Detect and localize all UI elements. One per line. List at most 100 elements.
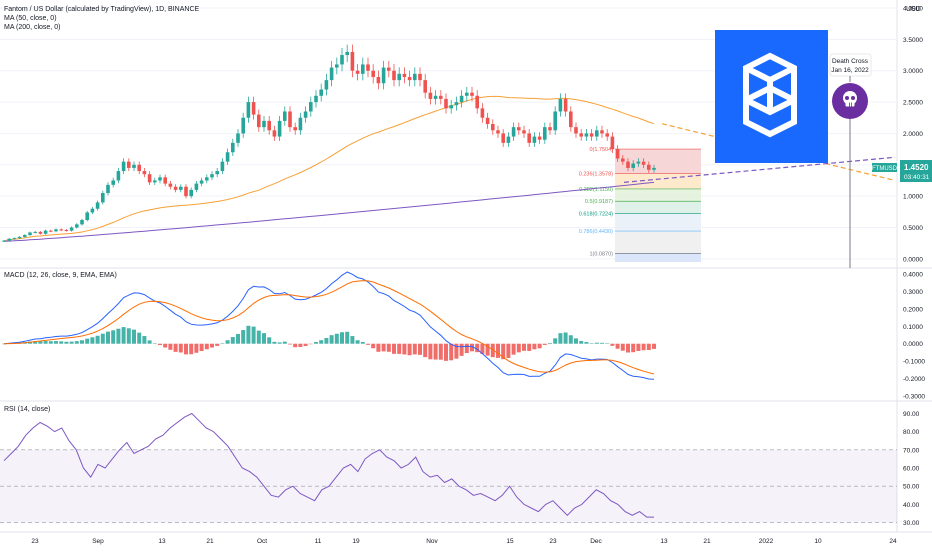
time-axis-tick: 23 (549, 538, 557, 545)
macd-histogram-bar (126, 328, 131, 344)
candle-body (579, 133, 583, 137)
candle-body (137, 164, 141, 172)
macd-histogram-bar (542, 343, 547, 345)
fib-band (615, 253, 701, 262)
time-axis-tick: Nov (426, 538, 438, 545)
macd-histogram-bar (308, 343, 313, 345)
candle-body (90, 208, 95, 213)
candle-body (33, 231, 37, 233)
macd-histogram-bar (210, 343, 214, 348)
macd-histogram-bar (381, 343, 386, 352)
fib-level-label: 1(0.0870) (589, 251, 613, 257)
candle-body (615, 149, 620, 159)
macd-histogram-bar (444, 343, 448, 361)
candle-body (28, 232, 32, 236)
candle-body (314, 95, 318, 103)
candle-body (428, 92, 433, 99)
candle-body (631, 163, 635, 168)
macd-histogram-bar (568, 335, 573, 344)
macd-histogram-bar (2, 343, 6, 345)
candle-body (548, 127, 552, 131)
price-axis-tick: 1.0000 (903, 194, 923, 201)
candle-body (621, 158, 625, 162)
candle-body (600, 130, 604, 134)
macd-histogram-bar (371, 343, 376, 349)
macd-histogram-bar (532, 343, 537, 350)
fib-band (615, 173, 701, 189)
ma50-legend: MA (50, close, 0) (4, 15, 57, 22)
macd-histogram-bar (293, 343, 298, 348)
macd-axis-tick: 0.0000 (903, 341, 923, 348)
candle-body (413, 73, 417, 81)
macd-histogram-bar (199, 343, 204, 352)
candle-body (153, 180, 157, 183)
candle-body (465, 92, 469, 96)
macd-histogram-bar (241, 330, 246, 344)
candle-body (277, 120, 282, 137)
macd-histogram-bar (428, 343, 433, 360)
moving-averages (3, 95, 655, 242)
candle-body (80, 219, 84, 225)
fib-band (615, 213, 701, 232)
macd-histogram-bar (288, 343, 292, 345)
candle-body (179, 186, 183, 190)
candle-body (49, 230, 53, 232)
ma200-line (3, 181, 655, 242)
candle-body (423, 80, 427, 93)
candle-body (511, 127, 516, 137)
candle-body (480, 108, 485, 118)
price-axis: 4.00003.50003.00002.50002.00001.50001.00… (903, 6, 923, 264)
macd-axis-tick: 0.2000 (903, 306, 923, 313)
macd-histogram-bar (142, 336, 147, 344)
macd-histogram-bar (480, 343, 485, 354)
candle-body (392, 70, 396, 81)
rsi-axis-tick: 60.00 (903, 466, 920, 473)
fib-band (615, 231, 701, 254)
macd-histogram-bar (506, 343, 511, 358)
macd-histogram-bar (314, 342, 318, 344)
macd-histogram-bar (423, 343, 428, 358)
candle-body (184, 186, 188, 197)
price-axis-tick: 4.0000 (903, 6, 923, 13)
ma200-legend: MA (200, close, 0) (4, 24, 61, 31)
macd-histogram-bar (355, 340, 360, 344)
macd-histogram-bar (38, 341, 43, 344)
fib-level-label: 0(1.7504) (589, 147, 613, 153)
macd-histogram-bar (594, 342, 599, 344)
candle-body (293, 127, 297, 131)
candle-body (303, 111, 308, 118)
macd-histogram-bar (516, 343, 521, 353)
macd-histogram-bar (412, 343, 417, 355)
macd-histogram-bar (345, 331, 350, 344)
candle-body (210, 174, 214, 178)
macd-histogram-bar (459, 343, 464, 356)
candle-body (522, 130, 526, 134)
macd-histogram-bar (475, 343, 480, 353)
candle-body (626, 161, 630, 168)
macd-histogram-bar (64, 341, 69, 344)
macd-histogram-bar (147, 340, 152, 344)
macd-line (3, 271, 655, 380)
macd-histogram-bar (90, 337, 95, 344)
rsi-axis-tick: 90.00 (903, 411, 920, 418)
macd-histogram-bar (303, 343, 308, 346)
price-axis-tick: 3.0000 (903, 68, 923, 75)
macd-histogram-bar (324, 338, 329, 344)
macd-histogram-bar (449, 343, 454, 361)
candle-body (215, 171, 219, 175)
macd-histogram-bar (121, 327, 126, 344)
candlestick-series (2, 44, 656, 242)
candle-body (459, 95, 464, 103)
macd-histogram-bar (548, 343, 552, 344)
macd-histogram-bar (392, 343, 396, 354)
macd-histogram-bar (220, 343, 225, 344)
candle-body (163, 177, 167, 184)
candle-body (537, 136, 542, 140)
candle-body (584, 133, 589, 137)
candle-body (283, 111, 287, 121)
macd-histogram-bar (407, 343, 412, 356)
candle-body (329, 67, 334, 81)
candle-body (194, 183, 199, 190)
